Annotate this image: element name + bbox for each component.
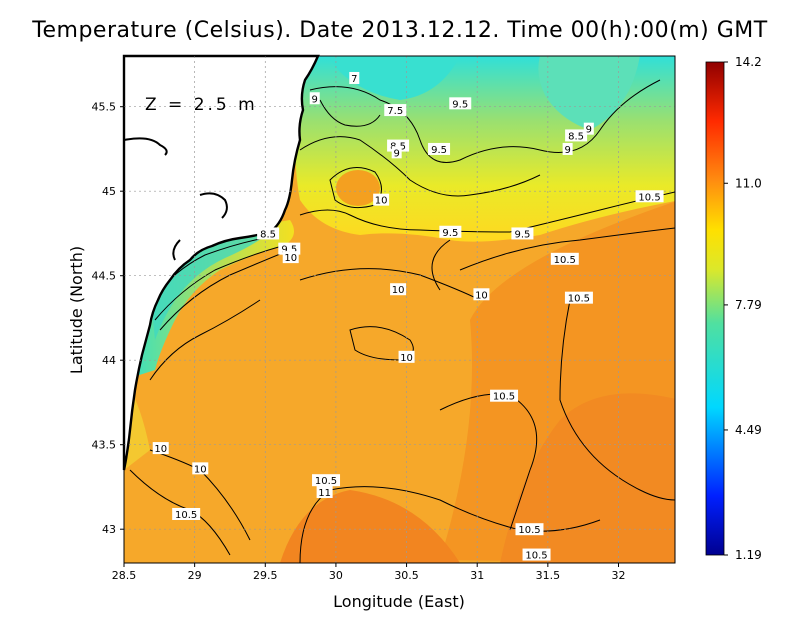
contour-label-bg [522,548,551,561]
contour-label: 11 [318,488,331,499]
colorbar-tick-label: 7.79 [735,298,762,312]
contour-label: 8.5 [260,229,276,240]
contour-label-bg [449,97,472,110]
y-tick-label: 45 [102,185,116,198]
y-tick-label: 43.5 [92,439,117,452]
x-tick-label: 29 [188,569,202,582]
contour-label: 10.5 [525,551,547,562]
contour-label: 10.5 [175,510,197,521]
contour-label: 9.5 [281,245,297,256]
contour-label: 10.5 [554,255,576,266]
contour-label: 10.5 [315,476,337,487]
contour-label-bg [635,190,664,203]
contour-label: 10.5 [493,392,515,403]
x-tick-label: 28.5 [112,569,137,582]
y-tick-label: 44 [102,354,116,367]
contour-label-bg [398,350,415,363]
contour-label: 10.5 [568,294,590,305]
contour-label-bg [583,122,594,135]
x-tick-label: 29.5 [253,569,278,582]
colorbar-ticks: 14.2 11.0 7.79 4.49 1.19 [724,55,762,562]
contour-label-bg [473,288,490,301]
contour-label: 10 [194,464,207,475]
contour-label: 9 [586,125,592,136]
contour-label: 9 [564,145,570,156]
colorbar-tick-label: 11.0 [735,176,762,190]
contour-label-bg [511,227,534,240]
contour-label-bg [428,142,451,155]
contour-label-bg [391,146,402,159]
contour-label: 8.5 [568,131,584,142]
contour-label-bg [562,142,573,155]
contour-label-bg [564,291,593,304]
contour-label: 10.5 [638,192,660,203]
contour-label-bg [490,389,519,402]
y-tick-label: 43 [102,523,116,536]
contour-label: 7 [351,74,357,85]
contour-label-bg [373,193,390,206]
contour-label-bg [439,225,462,238]
contour-label: 9.5 [431,145,447,156]
colorbar-tick-label: 4.49 [735,423,762,437]
contour-label: 9.5 [442,228,458,239]
x-tick-label: 31.5 [536,569,561,582]
contour-label: 10 [154,444,167,455]
y-axis-label: Latitude (North) [67,246,86,374]
x-axis-label: Longitude (East) [333,592,465,611]
depth-label: Z = 2.5 m [145,95,258,115]
contour-label-bg [349,71,360,84]
colorbar [705,61,725,556]
y-tick-label: 45.5 [92,101,117,114]
contour-label-bg [312,474,341,487]
contour-label-bg [282,251,299,264]
contour-label-bg [316,486,333,499]
colorbar-tick-label: 14.2 [735,55,762,69]
plot-frame [123,55,676,564]
contour-label: 10 [400,353,413,364]
colorbar-tick-label: 1.19 [735,548,762,562]
contour-label: 10 [475,290,488,301]
contour-label: 10.5 [518,525,540,536]
x-tick-label: 30 [329,569,343,582]
contour-label-bg [309,92,320,105]
contour-label-bg [257,227,280,240]
y-axis-ticks: 43 43.5 44 44.5 45 45.5 [92,101,124,536]
contour-label: 7.5 [387,106,403,117]
contour-label: 9.5 [514,229,530,240]
contour-label: 10 [375,196,388,207]
contour-label-bg [152,442,169,455]
contour-label-bg [565,129,588,142]
coastline [122,54,320,471]
contour-label: 9 [393,148,399,159]
map-title: Temperature (Celsius). Date 2013.12.12. … [32,18,768,43]
x-tick-label: 32 [611,569,625,582]
contour-label-bg [172,507,201,520]
y-tick-label: 44.5 [92,270,117,283]
contour-label: 9 [312,94,318,105]
contour-labels: 797.59.58.5998.599.51010.58.59.59.59.510… [152,71,664,562]
contour-label: 9.5 [452,99,468,110]
contour-label-bg [192,462,209,475]
contour-label-bg [515,523,544,536]
contour-label-bg [390,283,407,296]
contour-label: 10 [284,253,297,264]
x-axis-ticks: 28.5 29 29.5 30 30.5 31 31.5 32 [112,563,625,582]
contour-label-bg [384,104,407,117]
contour-label: 10 [392,285,405,296]
x-tick-label: 31 [470,569,484,582]
x-tick-label: 30.5 [394,569,419,582]
contour-label-bg [550,252,579,265]
